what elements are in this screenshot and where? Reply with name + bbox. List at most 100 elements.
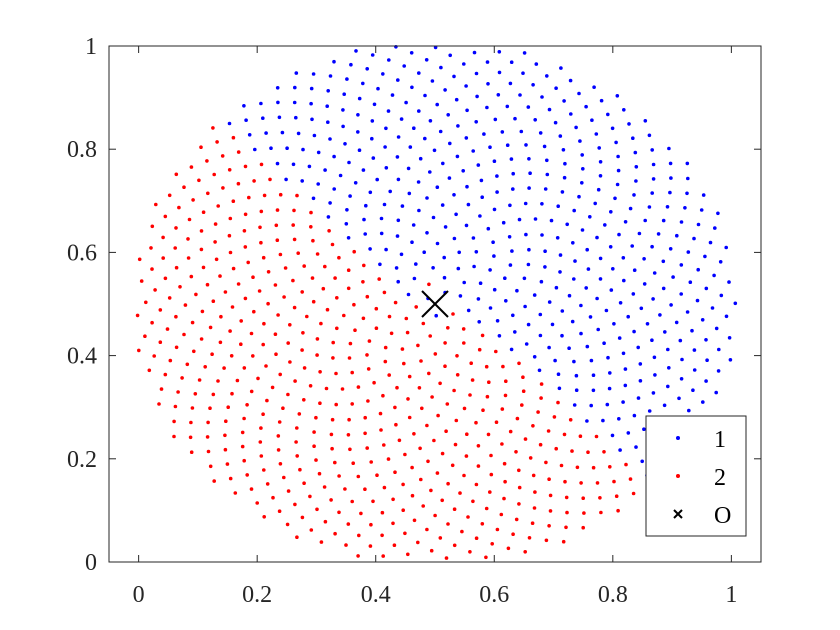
point-series-1 — [442, 255, 447, 260]
point-series-1 — [647, 133, 652, 138]
point-series-2 — [227, 168, 232, 172]
point-series-2 — [152, 354, 156, 358]
point-series-1 — [414, 262, 418, 266]
point-series-1 — [555, 236, 560, 240]
point-series-2 — [552, 415, 557, 419]
point-series-1 — [480, 195, 485, 199]
point-series-2 — [268, 177, 272, 182]
point-series-1 — [598, 160, 603, 164]
point-series-2 — [489, 453, 493, 458]
point-series-1 — [448, 141, 452, 146]
point-series-2 — [495, 527, 500, 532]
point-series-2 — [159, 387, 164, 391]
point-series-1 — [559, 66, 563, 70]
point-series-2 — [172, 434, 176, 439]
point-series-1 — [667, 366, 671, 370]
point-series-2 — [301, 331, 305, 335]
point-series-1 — [332, 154, 336, 159]
point-series-1 — [354, 49, 358, 53]
point-series-2 — [137, 257, 142, 262]
point-series-2 — [286, 489, 291, 493]
point-series-2 — [476, 444, 481, 448]
point-series-2 — [252, 309, 256, 314]
point-series-1 — [511, 171, 515, 176]
point-series-2 — [249, 487, 254, 491]
point-series-1 — [543, 187, 548, 191]
point-series-1 — [577, 194, 581, 199]
point-series-1 — [658, 313, 662, 317]
point-series-1 — [637, 231, 642, 236]
point-series-1 — [606, 112, 610, 117]
point-series-1 — [539, 279, 544, 284]
point-series-2 — [309, 210, 313, 215]
point-series-1 — [533, 118, 537, 122]
point-series-2 — [470, 378, 475, 382]
point-series-1 — [491, 240, 495, 244]
point-series-1 — [610, 433, 615, 438]
point-series-2 — [178, 285, 182, 289]
point-series-1 — [495, 190, 499, 194]
point-series-1 — [338, 173, 343, 178]
point-series-1 — [701, 193, 706, 197]
point-series-1 — [572, 277, 576, 281]
point-series-2 — [586, 450, 590, 455]
point-series-1 — [492, 254, 496, 258]
point-series-2 — [445, 402, 450, 406]
point-series-1 — [632, 268, 637, 273]
point-series-2 — [435, 471, 440, 475]
point-series-1 — [452, 74, 456, 79]
point-series-1 — [542, 144, 547, 149]
point-series-1 — [634, 179, 638, 183]
point-series-1 — [607, 386, 612, 391]
point-series-1 — [447, 176, 452, 180]
point-series-1 — [592, 85, 596, 89]
point-series-1 — [565, 222, 569, 227]
point-series-1 — [509, 347, 514, 352]
point-series-2 — [337, 474, 341, 478]
point-series-1 — [692, 236, 696, 241]
point-series-2 — [214, 257, 219, 262]
point-series-2 — [474, 482, 479, 487]
point-series-1 — [584, 104, 588, 109]
point-series-2 — [357, 533, 361, 538]
point-series-1 — [597, 146, 601, 150]
point-series-1 — [579, 331, 583, 336]
point-series-1 — [522, 276, 527, 281]
point-series-2 — [407, 415, 412, 420]
point-series-2 — [356, 474, 361, 479]
point-series-1 — [543, 265, 547, 269]
point-series-2 — [176, 390, 180, 394]
point-series-1 — [396, 135, 401, 139]
point-series-1 — [343, 142, 347, 146]
point-series-2 — [425, 423, 429, 428]
point-series-2 — [371, 499, 375, 504]
point-series-1 — [598, 174, 603, 178]
point-series-2 — [412, 518, 417, 523]
point-series-1 — [714, 326, 719, 331]
point-series-2 — [208, 325, 213, 330]
point-series-1 — [594, 132, 599, 136]
point-series-2 — [314, 458, 318, 462]
legend-marker-1 — [676, 436, 680, 440]
point-series-1 — [372, 102, 377, 107]
point-series-1 — [632, 413, 637, 418]
point-series-1 — [410, 85, 414, 90]
point-series-1 — [601, 418, 605, 423]
point-series-1 — [500, 130, 505, 134]
point-series-1 — [558, 270, 562, 274]
point-series-1 — [383, 145, 387, 149]
point-series-2 — [315, 507, 319, 512]
point-series-2 — [531, 473, 536, 478]
point-series-1 — [540, 95, 544, 99]
point-series-1 — [560, 333, 564, 338]
point-series-1 — [439, 65, 443, 70]
point-series-1 — [323, 168, 327, 172]
point-series-1 — [611, 267, 615, 271]
point-series-2 — [581, 496, 585, 501]
legend-label-2: 2 — [714, 465, 726, 491]
point-series-2 — [474, 536, 479, 540]
point-series-1 — [700, 318, 705, 322]
point-series-2 — [245, 473, 249, 477]
point-series-1 — [688, 280, 693, 285]
point-series-1 — [708, 240, 713, 245]
